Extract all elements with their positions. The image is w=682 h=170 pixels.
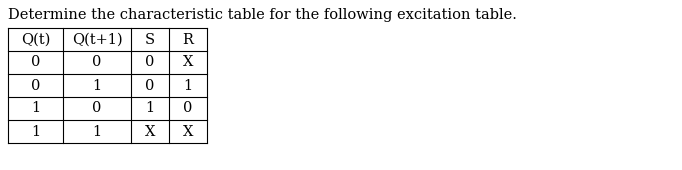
Text: 1: 1: [31, 101, 40, 115]
Text: 1: 1: [93, 124, 102, 139]
Text: X: X: [183, 55, 193, 70]
Text: 0: 0: [31, 79, 40, 92]
Text: 0: 0: [92, 101, 102, 115]
Text: 0: 0: [31, 55, 40, 70]
Text: X: X: [183, 124, 193, 139]
Text: R: R: [183, 32, 194, 47]
Text: 1: 1: [93, 79, 102, 92]
Text: 1: 1: [183, 79, 192, 92]
Text: X: X: [145, 124, 155, 139]
Text: Q(t): Q(t): [21, 32, 50, 47]
Text: 0: 0: [145, 79, 155, 92]
Text: Q(t+1): Q(t+1): [72, 32, 122, 47]
Text: 0: 0: [92, 55, 102, 70]
Text: 0: 0: [183, 101, 193, 115]
Text: 1: 1: [31, 124, 40, 139]
Text: 0: 0: [145, 55, 155, 70]
Text: S: S: [145, 32, 155, 47]
Text: Determine the characteristic table for the following excitation table.: Determine the characteristic table for t…: [8, 8, 517, 22]
Text: 1: 1: [145, 101, 155, 115]
